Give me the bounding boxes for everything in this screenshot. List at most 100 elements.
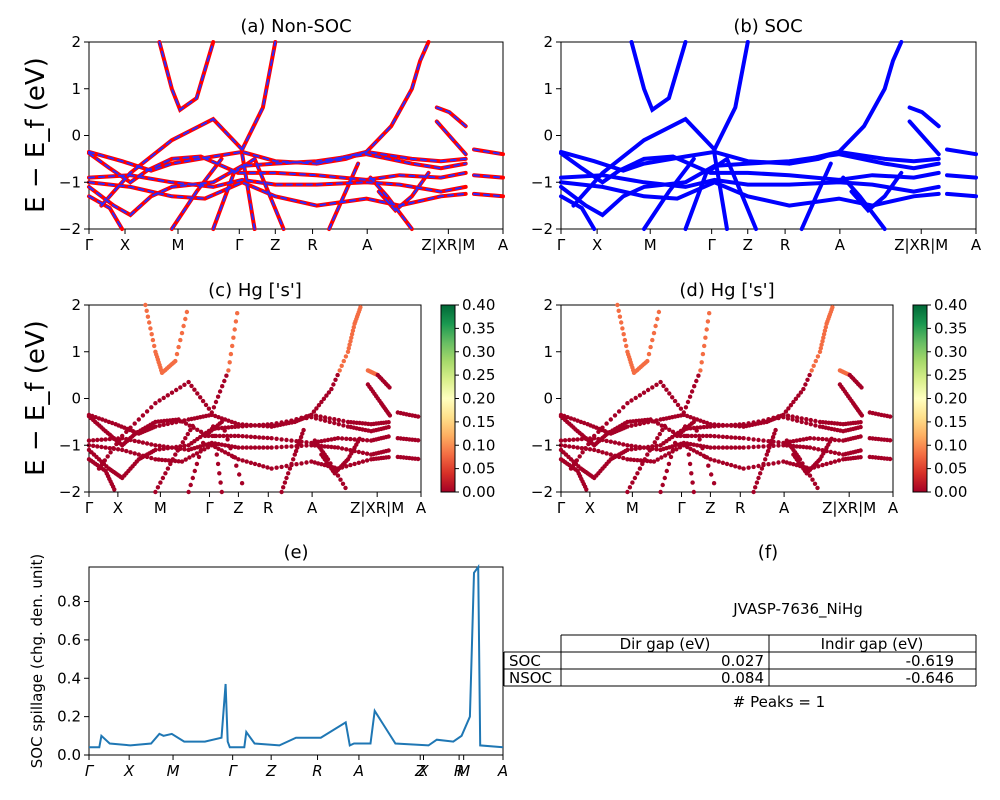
band-dot (613, 413, 617, 417)
band-dot (600, 450, 604, 454)
band-dot (648, 417, 652, 421)
band-dot (99, 445, 103, 449)
band-dot (120, 434, 124, 438)
band-dot (623, 338, 627, 342)
band-dot (621, 405, 625, 409)
band-dot (269, 445, 273, 449)
panel-c-kticks: Γ X M Γ Z R A Z|XR|M A (85, 492, 427, 517)
band-dot (274, 466, 278, 470)
row-soc-dir: 0.027 (721, 652, 764, 670)
band-dot (721, 461, 725, 465)
ytick-label: −1 (59, 436, 81, 454)
band-dot (837, 458, 841, 462)
band-dot (153, 401, 157, 405)
band-dot (181, 440, 185, 444)
ktick-label: Z|XR|M (894, 236, 948, 254)
row-soc-indir: -0.619 (906, 652, 954, 670)
band-dot (162, 447, 166, 451)
band-dot (145, 409, 149, 413)
band-dot (199, 448, 203, 452)
band-dot (829, 450, 833, 454)
band-dot (284, 438, 288, 442)
band-dot (667, 462, 671, 466)
band-dot (210, 410, 214, 414)
band-dot (758, 471, 762, 475)
band-dot (810, 478, 814, 482)
band-dot (559, 438, 563, 442)
colorbar-label: 0.25 (462, 366, 495, 384)
spillage-ytick-label: 0.0 (57, 746, 81, 764)
band-dot (679, 407, 683, 411)
row-nsoc-dir: 0.084 (721, 669, 764, 687)
band-dot (153, 448, 157, 452)
band-dot (658, 380, 662, 384)
band-dot (629, 398, 633, 402)
panel-b-title: (b) SOC (733, 16, 802, 37)
band-dot (340, 364, 344, 368)
band-dot (337, 418, 341, 422)
band-dot (830, 305, 834, 309)
band-line (947, 175, 976, 177)
band-dot (257, 445, 261, 449)
spillage-plot (89, 567, 503, 747)
band-dot (158, 480, 162, 484)
spillage-ytick-label: 0.8 (57, 593, 81, 611)
ktick-label: A (307, 499, 318, 517)
band-dot (245, 434, 249, 438)
band-dot (344, 354, 348, 358)
band-dot (178, 338, 182, 342)
band-dot (149, 405, 153, 409)
band-dot (261, 445, 265, 449)
band-dot (274, 437, 278, 441)
band-dot (676, 403, 680, 407)
band-dot (170, 445, 174, 449)
band-dot (717, 424, 721, 428)
ytick-label: −1 (531, 436, 553, 454)
band-dot (589, 438, 593, 442)
band-dot (157, 447, 161, 451)
band-dot (696, 374, 700, 378)
band-dot (184, 421, 188, 425)
band-dot (833, 451, 837, 455)
ytick-label: −2 (59, 220, 81, 238)
band-dot (858, 455, 862, 459)
band-dot (685, 443, 689, 447)
band-dot (229, 434, 233, 438)
band-dot (729, 435, 733, 439)
band-dot (756, 445, 760, 449)
band-dot (228, 446, 232, 450)
band-dot (618, 315, 622, 319)
band-dot (114, 442, 118, 446)
band-dot (265, 422, 269, 426)
band-dot (191, 453, 195, 457)
band-dot (751, 445, 755, 449)
panel-f-title: (f) (758, 542, 778, 563)
band-dot (348, 437, 352, 441)
band-dot (279, 465, 283, 469)
band-dot (352, 462, 356, 466)
band-dot (624, 344, 628, 348)
ktick-label: M (172, 236, 185, 254)
band-dot (166, 466, 170, 470)
band-dot (815, 486, 819, 490)
band-dot (215, 452, 219, 456)
ktick-label: M (644, 236, 657, 254)
band-dot (859, 385, 863, 389)
ytick-label: 2 (543, 296, 553, 314)
band-dot (340, 446, 344, 450)
band-dot (688, 395, 692, 399)
band-dot (814, 359, 818, 363)
colorbar-label: 0.40 (934, 296, 967, 314)
band-dot (145, 441, 149, 445)
band-dot (128, 438, 132, 442)
panel-d-yticks: 210−1−2 (531, 296, 561, 501)
band-dot (596, 430, 600, 434)
band-dot (700, 446, 704, 450)
band-dot (265, 436, 269, 440)
band-dot (635, 471, 639, 475)
band-dot (170, 391, 174, 395)
band-dot (141, 440, 145, 444)
band-dot (386, 434, 390, 438)
band-dot (860, 413, 864, 417)
band-dot (858, 448, 862, 452)
